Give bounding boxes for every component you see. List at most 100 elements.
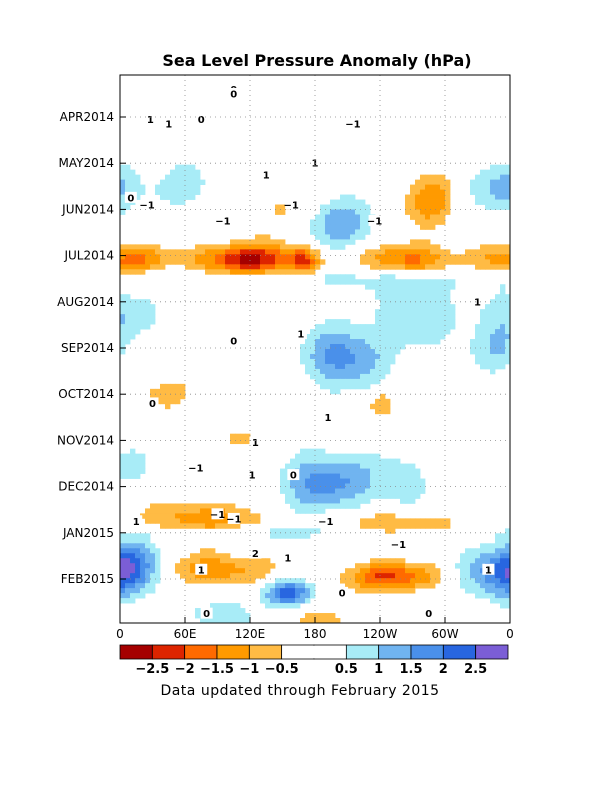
heatmap-cell [120,538,126,544]
heatmap-cell [325,618,331,624]
heatmap-cell [395,254,401,260]
heatmap-cell [370,329,376,335]
heatmap-cell [175,174,181,181]
heatmap-cell [415,573,421,579]
heatmap-cell [300,533,306,539]
heatmap-cell [480,249,486,255]
heatmap-cell [350,224,356,230]
heatmap-cell [360,254,366,260]
heatmap-cell [470,573,476,579]
heatmap-cell [335,219,341,225]
heatmap-cell [170,174,176,181]
heatmap-cell [420,334,426,340]
y-tick-label: DEC2014 [58,480,114,494]
heatmap-cell [505,309,511,315]
heatmap-cell [240,563,246,569]
heatmap-cell [275,269,281,275]
heatmap-cell [495,169,501,176]
heatmap-cell [210,558,216,564]
heatmap-cell [485,324,491,330]
heatmap-cell [190,513,196,519]
heatmap-cell [485,573,491,579]
heatmap-cell [350,503,356,509]
heatmap-cell [150,314,156,320]
heatmap-cell [375,403,381,410]
heatmap-cell [485,339,491,345]
heatmap-cell [345,209,351,215]
heatmap-cell [435,244,441,250]
heatmap-cell [255,563,261,569]
heatmap-cell [180,573,186,579]
heatmap-cell [365,344,371,350]
heatmap-cell [380,463,386,469]
heatmap-cell [400,578,406,584]
heatmap-cell [440,289,446,295]
heatmap-cell [295,458,301,464]
heatmap-cell [490,169,496,176]
contour-label: 1 [312,159,319,170]
heatmap-cell [335,353,341,360]
heatmap-cell [265,259,271,265]
heatmap-cell [275,583,281,589]
heatmap-cell [185,179,191,185]
heatmap-cell [365,383,371,390]
heatmap-cell [480,309,486,315]
chart-title: Sea Level Pressure Anomaly (hPa) [162,51,471,70]
heatmap-cell [500,538,506,544]
heatmap-cell [295,463,301,469]
heatmap-cell [490,344,496,350]
contour-label-bg [146,397,159,409]
heatmap-cell [135,189,141,195]
heatmap-cell [380,473,386,479]
heatmap-cell [490,194,496,200]
heatmap-cell [155,393,161,400]
heatmap-cell [395,463,401,469]
heatmap-cell [290,498,296,504]
heatmap-cell [120,329,126,335]
heatmap-cell [230,433,236,440]
heatmap-cell [400,523,406,529]
heatmap-cell [155,184,161,190]
heatmap-cell [355,498,361,504]
heatmap-cell [120,558,126,564]
heatmap-cell [500,319,506,325]
heatmap-cell [315,618,321,624]
heatmap-cell [125,254,131,260]
heatmap-cell [220,249,226,255]
heatmap-cell [490,334,496,340]
heatmap-cell [270,583,276,589]
heatmap-cell [420,568,426,574]
heatmap-cell [460,583,466,589]
heatmap-cell [385,319,391,325]
heatmap-cell [345,503,351,509]
heatmap-cell [315,229,321,235]
heatmap-cell [505,533,511,539]
heatmap-cell [245,264,251,270]
heatmap-cell [130,598,136,604]
heatmap-cell [260,264,266,270]
heatmap-cell [130,304,136,310]
contour-label: −1 [188,464,203,475]
contour-label: 2 [252,549,259,560]
heatmap-cell [150,588,156,594]
heatmap-cell [325,358,331,365]
heatmap-cell [160,503,166,509]
heatmap-cell [490,324,496,330]
heatmap-cell [160,393,166,400]
heatmap-cell [345,453,351,459]
heatmap-cell [330,483,336,489]
contour-label: 0 [203,609,210,620]
heatmap-cell [440,204,446,210]
heatmap-cell [240,239,246,245]
heatmap-cell [390,244,396,250]
contour-label-bg [124,191,137,203]
heatmap-cell [390,344,396,350]
heatmap-cell [440,189,446,195]
heatmap-cell [485,353,491,360]
heatmap-cell [485,334,491,340]
heatmap-cell [350,578,356,584]
heatmap-cell [205,259,211,265]
heatmap-cell [135,319,141,325]
heatmap-cell [255,269,261,275]
